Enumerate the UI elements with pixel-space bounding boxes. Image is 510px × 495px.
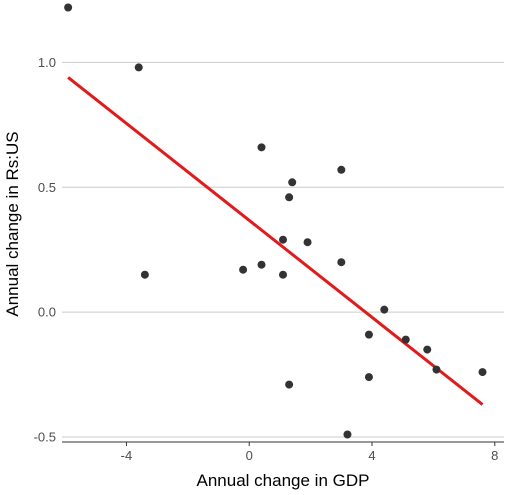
y-tick-label: 0.0 xyxy=(38,305,56,320)
axis-labels: 1.0 0.5 0.0 -0.5 -4 0 4 8 xyxy=(34,55,499,463)
data-point xyxy=(285,193,294,202)
data-point xyxy=(285,380,294,389)
y-tick-label: -0.5 xyxy=(34,430,56,445)
data-point xyxy=(423,345,432,354)
data-point xyxy=(343,430,352,439)
data-point xyxy=(303,238,312,247)
x-tick-label: -4 xyxy=(121,448,133,463)
y-tick-label: 0.5 xyxy=(38,180,56,195)
y-tick-label: 1.0 xyxy=(38,55,56,70)
y-axis-title: Annual change in Rs:US xyxy=(3,131,22,316)
data-point xyxy=(64,3,73,12)
data-point xyxy=(432,365,441,374)
x-tick-label: 4 xyxy=(368,448,375,463)
data-point xyxy=(134,63,143,72)
x-tick-label: 0 xyxy=(246,448,253,463)
data-point xyxy=(239,265,248,274)
data-point xyxy=(279,270,287,279)
data-point xyxy=(140,270,149,279)
x-axis-title: Annual change in GDP xyxy=(197,471,370,490)
data-point xyxy=(288,178,297,187)
data-point xyxy=(380,305,389,314)
data-point xyxy=(337,258,346,267)
data-point xyxy=(478,368,487,377)
data-point xyxy=(401,335,410,344)
data-points xyxy=(64,3,487,439)
x-tick-label: 8 xyxy=(491,448,498,463)
data-point xyxy=(364,373,373,382)
data-point xyxy=(257,143,266,152)
data-point xyxy=(257,260,266,269)
data-point xyxy=(279,235,287,244)
data-point xyxy=(337,165,346,174)
data-point xyxy=(364,330,373,339)
axes xyxy=(62,441,504,446)
gridlines xyxy=(62,61,504,438)
trend-line-layer xyxy=(67,76,484,406)
trend-line xyxy=(67,76,484,406)
